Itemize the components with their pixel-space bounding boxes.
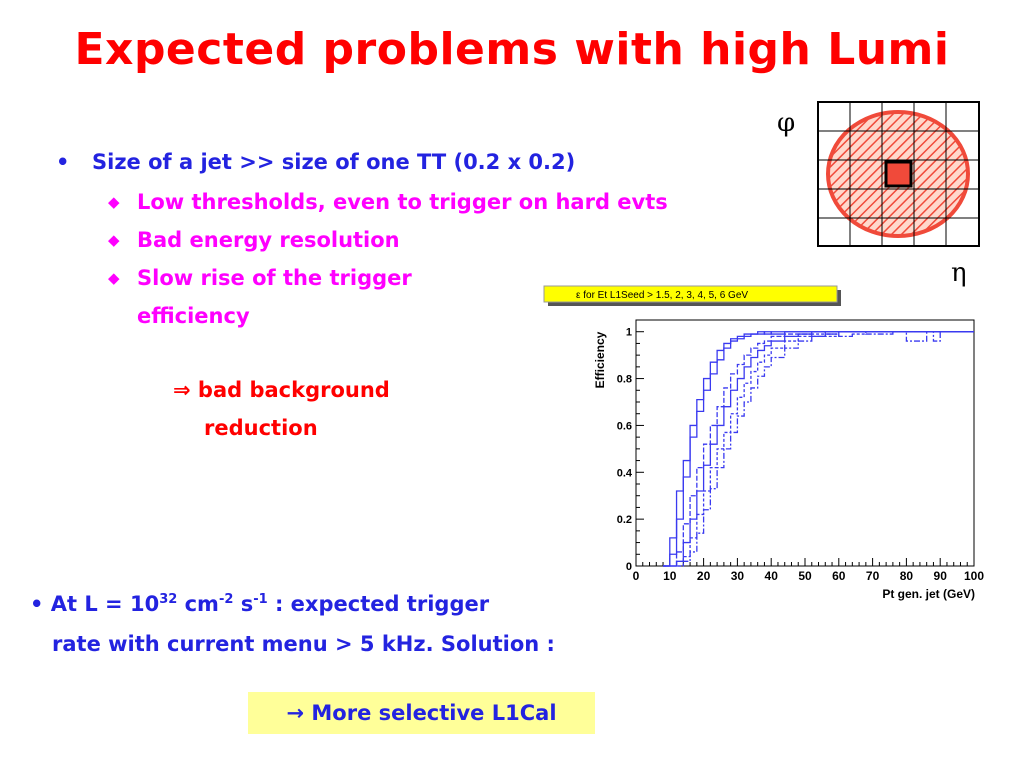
x-tick-label: 80	[900, 569, 914, 583]
bullet-luminosity: • At L = 1032 cm-2 s-1 : expected trigge…	[30, 592, 489, 616]
lumi-suffix: : expected trigger	[267, 592, 490, 616]
diamond-bullet-icon: ◆	[108, 231, 120, 249]
x-tick-label: 70	[866, 569, 880, 583]
sub-bullet-slow-rise-cont: efficiency	[137, 304, 250, 328]
bullet-jet-size-text: Size of a jet >> size of one TT (0.2 x 0…	[92, 150, 576, 174]
grid-lines	[818, 102, 979, 246]
efficiency-chart: ε for Et L1Seed > 1.5, 2, 3, 4, 5, 6 GeV…	[543, 285, 984, 601]
conclusion-line1: ⇒ bad background	[173, 378, 390, 402]
cm-exponent: -2	[218, 592, 234, 607]
slide-title: Expected problems with high Lumi	[74, 24, 950, 75]
lumi-prefix: At L = 10	[50, 592, 160, 616]
sub-bullet-text: Bad energy resolution	[137, 228, 400, 252]
efficiency-series-3	[663, 331, 974, 567]
sub-bullet-text: Slow rise of the trigger	[137, 266, 412, 290]
bullet-jet-size: • Size of a jet >> size of one TT (0.2 x …	[56, 150, 575, 174]
trigger-tower-cell	[884, 160, 913, 188]
x-tick-label: 40	[765, 569, 779, 583]
x-tick-label: 100	[964, 569, 984, 583]
sub-bullet-slow-rise: ◆ Slow rise of the trigger	[108, 266, 412, 290]
efficiency-series-4	[663, 331, 974, 567]
s-exponent: -1	[253, 592, 268, 607]
x-tick-label: 60	[832, 569, 846, 583]
efficiency-series-6	[663, 331, 974, 567]
efficiency-series-5	[663, 331, 974, 567]
y-tick-label: 0.4	[617, 467, 633, 479]
x-tick-label: 90	[934, 569, 948, 583]
bullet-dot-icon: •	[56, 150, 70, 174]
sub-bullet-text: Low thresholds, even to trigger on hard …	[137, 190, 668, 214]
x-tick-label: 30	[731, 569, 745, 583]
jet-tower-diagram	[817, 101, 980, 247]
y-tick-label: 0	[626, 561, 632, 573]
y-tick-label: 0.6	[617, 420, 632, 432]
y-tick-label: 1	[626, 327, 632, 339]
x-tick-label: 50	[798, 569, 812, 583]
plot-frame	[635, 319, 975, 567]
x-tick-label: 20	[697, 569, 711, 583]
efficiency-series-1	[663, 331, 974, 567]
sub-bullet-resolution: ◆ Bad energy resolution	[108, 228, 400, 252]
y-axis-label: Efficiency	[593, 331, 607, 388]
efficiency-series-2	[663, 331, 974, 567]
lumi-unit-cm: cm	[177, 592, 219, 616]
phi-label: φ	[777, 108, 796, 138]
sub-bullet-thresholds: ◆ Low thresholds, even to trigger on hard…	[108, 190, 668, 214]
lumi-unit-s: s	[233, 592, 254, 616]
x-tick-label: 0	[633, 569, 640, 583]
eta-label: η	[951, 258, 967, 288]
diamond-bullet-icon: ◆	[108, 193, 120, 211]
x-tick-label: 10	[663, 569, 677, 583]
bullet-luminosity-line2: rate with current menu > 5 kHz. Solution…	[52, 632, 555, 656]
y-tick-label: 0.2	[617, 514, 632, 526]
lumi-exponent: 32	[159, 592, 178, 607]
conclusion-text1: bad background	[197, 378, 390, 402]
chart-title-box: ε for Et L1Seed > 1.5, 2, 3, 4, 5, 6 GeV	[543, 285, 841, 306]
conclusion-line2: reduction	[204, 416, 318, 440]
y-tick-label: 0.8	[617, 374, 632, 386]
bullet-dot-icon: •	[30, 592, 44, 616]
chart-title: ε for Et L1Seed > 1.5, 2, 3, 4, 5, 6 GeV	[576, 290, 748, 301]
x-axis-label: Pt gen. jet (GeV)	[882, 587, 975, 601]
diamond-bullet-icon: ◆	[108, 269, 120, 287]
implies-arrow-icon: ⇒	[173, 378, 191, 402]
solution-box: → More selective L1Cal	[248, 692, 595, 734]
